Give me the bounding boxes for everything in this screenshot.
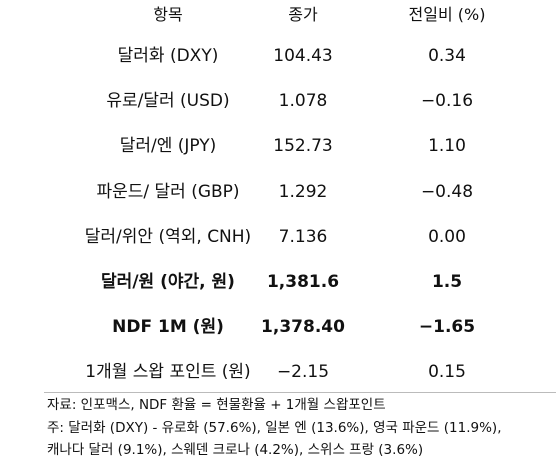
change-cell: −1.65 [418, 317, 476, 338]
divider [44, 392, 556, 393]
item-cell: 1개월 스왑 포인트 (원) [85, 362, 251, 383]
item-cell: 달러/엔 (JPY) [119, 136, 217, 157]
close-cell: 7.136 [278, 226, 328, 247]
change-cell: −0.48 [420, 181, 474, 202]
change-cell: 0.15 [428, 362, 466, 383]
item-cell: 유로/달러 (USD) [106, 91, 230, 112]
note: 자료: 인포맥스, NDF 환율 = 현물환율 + 1개월 스왑포인트 [47, 397, 386, 413]
note: 캐나다 달러 (9.1%), 스웨덴 크로나 (4.2%), 스위스 프랑 (3… [47, 442, 424, 458]
item-cell: 파운드/ 달러 (GBP) [96, 181, 240, 202]
note: 주: 달러화 (DXY) - 유로화 (57.6%), 일본 엔 (13.6%)… [47, 419, 502, 436]
item-cell: 달러화 (DXY) [117, 46, 219, 66]
item-cell: 달러/원 (야간, 원) [101, 272, 235, 292]
change-cell: 0.00 [428, 226, 466, 247]
close-cell: 1,381.6 [266, 272, 340, 292]
header-cell: 항목 [153, 5, 183, 24]
change-cell: 1.10 [428, 136, 466, 157]
item-cell: NDF 1M (원) [112, 317, 224, 338]
header-cell: 전일비 (%) [408, 5, 486, 24]
change-cell: 1.5 [431, 272, 463, 292]
close-cell: 152.73 [273, 136, 333, 157]
item-cell: 달러/위안 (역외, CNH) [84, 226, 252, 247]
close-cell: 1.292 [278, 181, 328, 202]
close-cell: 1,378.40 [261, 317, 345, 338]
change-cell: 0.34 [428, 46, 466, 66]
header-cell: 종가 [288, 5, 318, 24]
close-cell: 104.43 [273, 46, 333, 66]
change-cell: −0.16 [420, 91, 474, 112]
close-cell: 1.078 [278, 91, 328, 112]
close-cell: −2.15 [276, 362, 330, 383]
